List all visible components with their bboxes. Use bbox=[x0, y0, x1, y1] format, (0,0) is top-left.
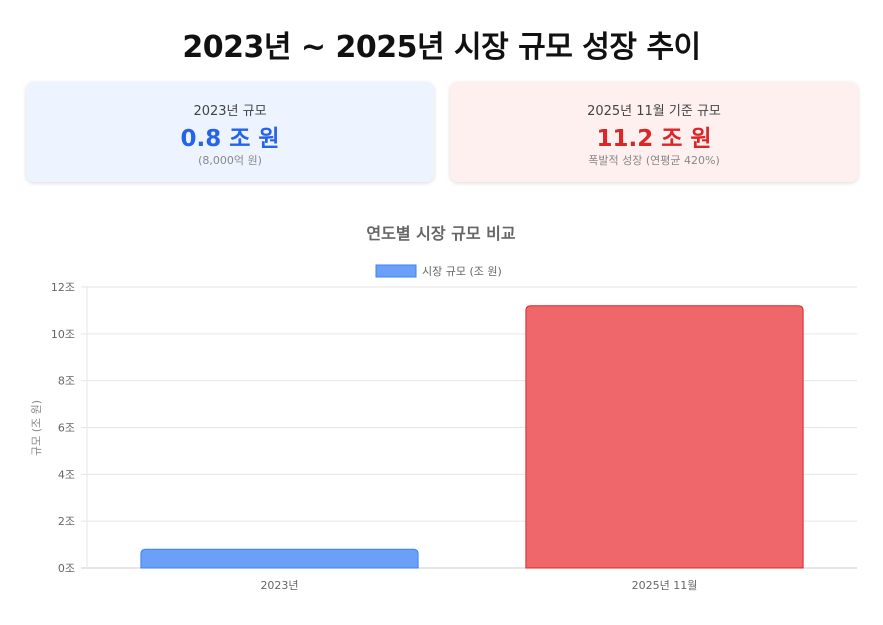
y-axis-title: 규모 (조 원) bbox=[30, 400, 43, 456]
y-tick-label: 12조 bbox=[51, 281, 75, 294]
chart-gridlines bbox=[81, 286, 857, 569]
page-title: 2023년 ~ 2025년 시장 규모 성장 추이 bbox=[182, 30, 701, 65]
y-tick-label: 0조 bbox=[58, 562, 75, 575]
bar-2025-11[interactable] bbox=[525, 305, 804, 569]
stat-card-2023: 2023년 규모 0.8 조 원 (8,000억 원) bbox=[26, 82, 434, 182]
y-tick-label: 2조 bbox=[58, 515, 75, 528]
bar-2023[interactable] bbox=[140, 548, 419, 569]
y-tick-label: 8조 bbox=[58, 375, 75, 388]
stat-card-value: 0.8 조 원 bbox=[180, 126, 280, 152]
stat-card-label: 2023년 규모 bbox=[193, 104, 267, 119]
x-axis: 2023년 2025년 11월 bbox=[260, 579, 697, 592]
stat-card-2025: 2025년 11월 기준 규모 11.2 조 원 폭발적 성장 (연평균 420… bbox=[450, 82, 858, 182]
y-tick-label: 4조 bbox=[58, 468, 75, 481]
y-tick-label: 6조 bbox=[58, 422, 75, 435]
legend-swatch bbox=[375, 264, 417, 278]
chart-legend[interactable]: 시장 규모 (조 원) bbox=[375, 264, 502, 278]
market-size-bar-chart: 연도별 시장 규모 비교 시장 규모 (조 원) 0조 2조 4조 6조 8조 10조 12… bbox=[30, 224, 857, 592]
y-tick-label: 10조 bbox=[51, 328, 75, 341]
x-tick-label: 2025년 11월 bbox=[632, 579, 698, 592]
chart-bars bbox=[140, 305, 804, 569]
stat-card-label: 2025년 11월 기준 규모 bbox=[587, 104, 721, 119]
legend-label: 시장 규모 (조 원) bbox=[422, 265, 502, 278]
stat-card-note: (8,000억 원) bbox=[198, 154, 262, 167]
stat-card-note: 폭발적 성장 (연평균 420%) bbox=[588, 154, 720, 167]
chart-title: 연도별 시장 규모 비교 bbox=[366, 224, 515, 243]
stat-card-value: 11.2 조 원 bbox=[596, 126, 712, 152]
x-tick-label: 2023년 bbox=[260, 579, 298, 592]
y-axis: 0조 2조 4조 6조 8조 10조 12조 bbox=[51, 281, 75, 575]
